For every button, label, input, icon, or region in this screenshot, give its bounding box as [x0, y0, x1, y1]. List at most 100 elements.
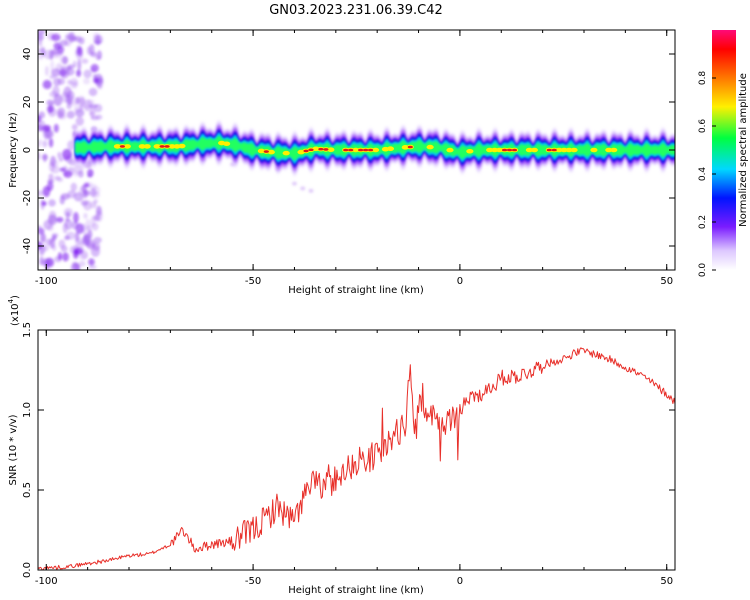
spectrogram-ylabel: Frequency (Hz)	[8, 112, 19, 188]
ridge-peak-yellow	[605, 147, 613, 153]
noise-blob	[59, 55, 69, 64]
colorbar-tick-label: 0.8	[698, 71, 708, 86]
colorbar-tick-label: 0.0	[698, 263, 708, 278]
ridge-peak-red	[363, 148, 369, 152]
ridge-peak-yellow	[466, 148, 474, 154]
ridge-peak-red	[367, 148, 374, 152]
noise-blob	[62, 252, 69, 262]
colorbar-ticks: 0.0 0.2 0.4 0.6 0.8	[698, 71, 716, 278]
ridge-peak-yellow	[590, 147, 598, 153]
noise-blob	[57, 252, 63, 261]
y-tick-label: 1.0	[22, 402, 33, 418]
x-tick-label: 50	[660, 576, 673, 587]
ridge-peak-red	[511, 148, 518, 152]
noise-blob	[54, 175, 61, 181]
ridge-peak-yellow	[530, 147, 538, 153]
noise-blob	[67, 140, 75, 151]
noise-blob	[83, 234, 88, 244]
ridge-peak-yellow	[486, 147, 494, 153]
noise-blob	[85, 181, 93, 188]
x-tick-label: -100	[35, 276, 58, 287]
noise-blob	[41, 258, 52, 267]
noise-blob	[90, 245, 101, 257]
snr-y-multiplier: (x104)	[7, 295, 21, 326]
noise-blob	[73, 211, 79, 224]
noise-blob	[83, 78, 91, 85]
ridge-peak-yellow	[560, 147, 568, 153]
ridge-peak-red	[407, 145, 413, 149]
noise-blob	[42, 153, 47, 163]
noise-blob	[52, 85, 60, 97]
x-tick-label: 0	[457, 576, 463, 587]
ridge-peak-yellow	[153, 144, 161, 149]
noise-blob	[72, 60, 77, 67]
noise-blob	[67, 79, 73, 85]
ridge-peak-red	[119, 145, 125, 148]
noise-blob	[88, 258, 95, 266]
noise-blob	[66, 103, 72, 110]
noise-blob	[93, 215, 101, 221]
noise-blob	[62, 148, 72, 161]
noise-blob	[291, 181, 297, 186]
noise-blob	[66, 231, 76, 240]
ridge-peak-red	[303, 149, 309, 153]
noise-blob	[83, 69, 92, 79]
noise-blob	[58, 157, 64, 162]
noise-blob	[51, 233, 59, 238]
colorbar-tick-label: 0.2	[698, 215, 708, 229]
noise-blob	[73, 163, 84, 175]
noise-blob	[47, 107, 57, 117]
noise-region	[38, 30, 314, 270]
noise-blob	[42, 128, 52, 140]
noise-blob	[38, 225, 42, 231]
y-tick-label: 20	[22, 96, 33, 109]
snr-y-multiplier-exp: 4	[7, 298, 15, 303]
noise-blob	[48, 173, 54, 182]
noise-blob	[59, 39, 68, 47]
ridge-peak-yellow	[178, 143, 186, 149]
noise-blob	[91, 222, 99, 231]
noise-blob	[57, 78, 65, 85]
ridge-peak-yellow	[525, 147, 534, 153]
noise-blob	[38, 190, 45, 197]
noise-blob	[43, 219, 53, 230]
y-tick-label: -40	[22, 238, 33, 254]
noise-blob	[77, 59, 82, 71]
noise-blob	[96, 205, 102, 216]
snr-xlabel: Height of straight line (km)	[288, 585, 424, 596]
noise-blob	[51, 48, 60, 55]
ridge-peak-yellow	[223, 141, 231, 147]
ridge-peak-red	[546, 148, 552, 152]
noise-blob	[53, 42, 62, 50]
noise-blob	[59, 195, 65, 205]
snr-ylabel: SNR (10 * v/v)	[8, 414, 19, 485]
colorbar-gradient	[712, 30, 736, 270]
noise-blob	[308, 188, 314, 193]
noise-blob	[90, 115, 99, 121]
noise-blob	[65, 94, 75, 104]
y-tick-label: -20	[22, 190, 33, 206]
noise-blob	[62, 222, 68, 234]
ridge-peak-yellow	[565, 147, 573, 153]
noise-blob	[46, 99, 55, 106]
noise-blob	[97, 84, 103, 90]
noise-blob	[71, 124, 78, 131]
noise-blob	[85, 218, 91, 231]
x-tick-label: -50	[245, 576, 261, 587]
noise-blob	[89, 106, 96, 119]
noise-blob	[67, 166, 75, 176]
noise-blob	[81, 223, 86, 234]
ridge-peak-red	[164, 145, 170, 148]
noise-blob	[91, 67, 97, 73]
noise-blob	[48, 137, 54, 148]
ridge-peak-yellow	[570, 147, 578, 153]
noise-blob	[49, 159, 59, 168]
ridge-peak-red	[263, 150, 269, 153]
noise-blob	[53, 123, 59, 133]
noise-blob	[57, 151, 62, 159]
noise-blob	[87, 173, 93, 178]
ridge-peak-yellow	[496, 147, 504, 153]
noise-blob	[75, 108, 85, 118]
noise-blob	[48, 199, 56, 207]
noise-blob	[71, 221, 79, 230]
